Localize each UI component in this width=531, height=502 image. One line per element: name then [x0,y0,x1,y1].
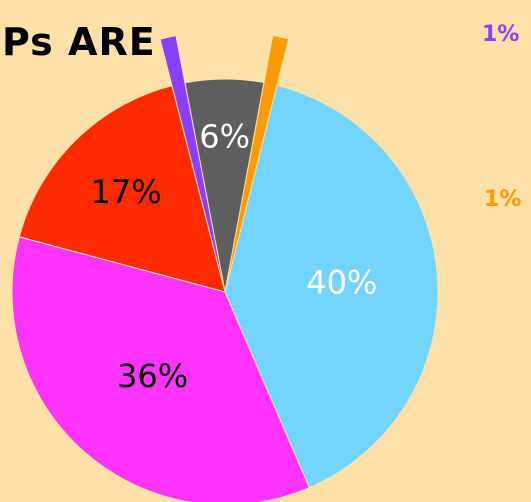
slice-label-3: 1% [484,187,521,212]
slice-label-5: 36% [117,357,188,395]
pie-slice-3 [224,34,290,293]
chart-title: Ps ARE [2,20,156,64]
slice-label-0: 17% [91,173,162,211]
pie-slice-1 [159,35,226,293]
pie-slice-4 [224,84,439,489]
slice-label-2: 6% [199,118,250,156]
pie-slice-0 [18,85,226,293]
slice-label-4: 40% [306,264,377,302]
slice-label-1: 1% [482,22,519,47]
pie-slice-5 [11,236,310,502]
